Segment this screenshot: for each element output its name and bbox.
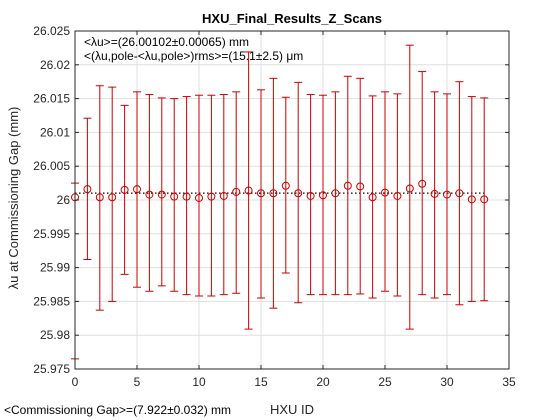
errorbar [281, 96, 290, 274]
data-point [281, 181, 290, 190]
y-tick-label: 25.985 [33, 294, 70, 308]
data-point [120, 185, 129, 194]
data-point [343, 181, 352, 190]
x-tick-label: 0 [72, 375, 79, 389]
y-tick-label: 26.015 [33, 92, 70, 106]
errorbar [405, 44, 414, 330]
data-point [381, 188, 389, 197]
errorbar [294, 81, 303, 304]
grid [74, 30, 510, 370]
errorbar [244, 51, 253, 330]
errorbar-group [71, 44, 489, 360]
errorbar [195, 94, 203, 297]
errorbar [95, 85, 104, 311]
y-tick-label: 26 [57, 193, 71, 207]
data-point [219, 191, 228, 200]
data-point [157, 190, 166, 199]
chart-title: HXU_Final_Results_Z_Scans [202, 11, 382, 26]
data-point [306, 191, 315, 200]
data-point [145, 190, 154, 199]
data-point [195, 193, 203, 202]
x-tick-label: 25 [378, 375, 392, 389]
errorbar [356, 77, 365, 295]
data-point [269, 189, 278, 198]
x-tick-label: 15 [254, 375, 268, 389]
data-point [232, 187, 241, 196]
errorbar [207, 94, 216, 297]
data-point [393, 191, 402, 200]
y-tick-label: 25.995 [33, 227, 70, 241]
data-point [455, 189, 464, 198]
y-tick-label: 25.975 [33, 362, 70, 376]
errorbar [319, 94, 327, 296]
y-tick-label: 26.01 [40, 125, 70, 139]
data-point [294, 189, 303, 198]
errorbar [257, 89, 265, 299]
y-tick-label: 26.02 [40, 58, 70, 72]
tick-group [74, 30, 510, 370]
data-point [443, 190, 451, 199]
data-point [170, 192, 179, 201]
errorbar [381, 91, 389, 292]
annotation-mean: <λu>=(26.00102±0.00065) mm [84, 35, 249, 49]
errorbar [467, 96, 476, 302]
errorbar [430, 91, 439, 299]
x-tick-label: 20 [316, 375, 330, 389]
data-point [480, 195, 489, 204]
errorbar [83, 117, 92, 260]
errorbar [480, 97, 489, 302]
data-point [244, 186, 253, 195]
errorbar [331, 91, 340, 296]
data-point [418, 179, 427, 188]
y-tick-label: 26.025 [33, 24, 70, 38]
data-point [83, 185, 92, 194]
errorbar [306, 94, 315, 296]
x-tick-label: 30 [440, 375, 454, 389]
errorbar [219, 94, 228, 296]
errorbar [120, 104, 129, 275]
data-point [405, 184, 414, 193]
y-tick-label: 25.98 [40, 328, 70, 342]
data-point [331, 189, 340, 198]
data-point [257, 189, 265, 198]
y-tick-label: 26.005 [33, 159, 70, 173]
data-point [108, 193, 117, 202]
data-point [467, 195, 476, 204]
x-tick-label: 10 [192, 375, 206, 389]
data-point [95, 193, 104, 202]
errorbar [145, 94, 154, 292]
data-point [430, 189, 439, 198]
errorbar [232, 91, 241, 294]
errorbar [133, 91, 141, 288]
errorbar [455, 81, 464, 306]
errorbar [170, 98, 179, 292]
data-point [182, 192, 191, 201]
errorbar [368, 95, 377, 299]
errorbar [182, 96, 191, 296]
y-tick-label: 25.99 [40, 261, 70, 275]
tick-label-group: 0 5 10 15 20 25 30 35 25.975 25.98 25.985 25.99 25.9… [33, 24, 516, 389]
errorbar [393, 93, 402, 297]
errorbar [269, 77, 278, 309]
errorbar [418, 71, 427, 296]
x-axis-label: HXU ID [270, 402, 314, 417]
errorbar [343, 75, 352, 296]
annotation-rms: <(λu,pole-<λu,pole>)rms>=(15.1±2.5) μm [84, 49, 303, 63]
data-point [207, 192, 216, 201]
errorbar [157, 97, 166, 287]
data-point [133, 185, 141, 194]
x-tick-label: 5 [134, 375, 141, 389]
x-tick-label: 35 [502, 375, 516, 389]
errorbar [443, 93, 451, 296]
y-axis-label: λu at Commissioning Gap (mm) [6, 107, 21, 290]
data-point [356, 182, 365, 191]
footnote-commissioning-gap: <Commissioning Gap>=(7.922±0.032) mm [4, 403, 231, 417]
data-point [368, 193, 377, 202]
data-point [319, 191, 327, 200]
